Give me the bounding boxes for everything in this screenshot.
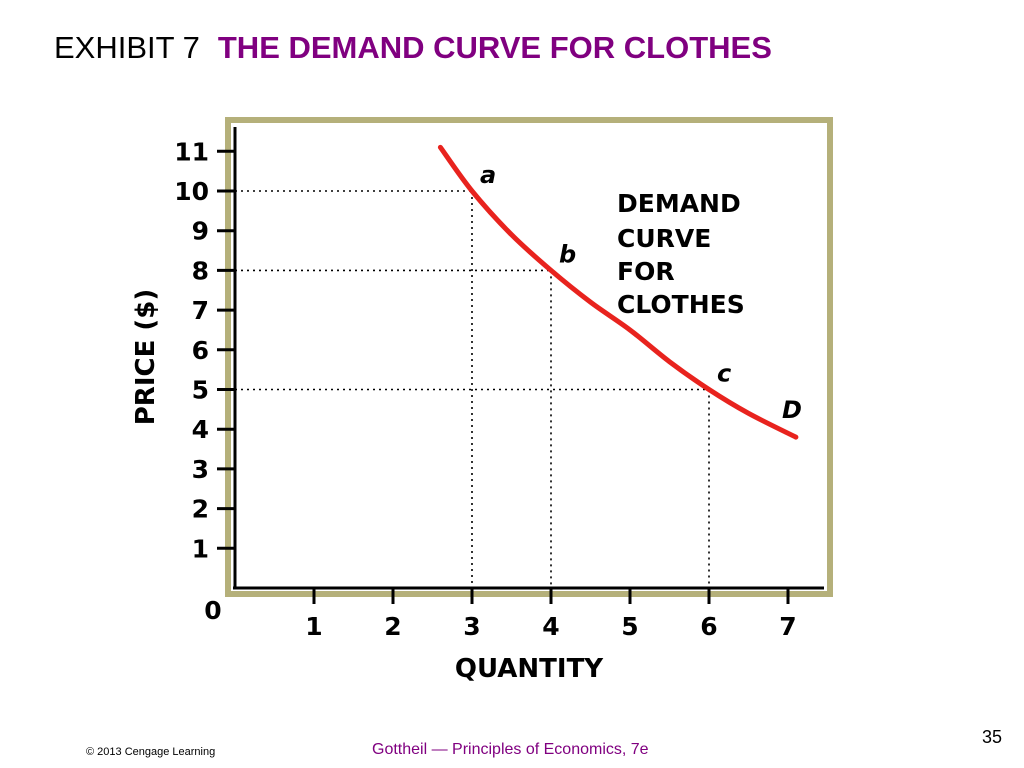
x-tick-label: 3 [463,612,480,641]
chart-axes [233,127,824,590]
y-tick-label: 11 [174,137,209,166]
x-tick-label: 1 [305,612,322,641]
y-ticks: 1 2 3 4 5 6 7 8 9 10 11 [174,137,235,563]
annotation-line-2: CURVE [617,224,711,253]
y-tick-label: 5 [192,376,209,405]
y-tick-label: 2 [192,495,209,524]
chart-annotation: DEMAND CURVE FOR CLOTHES [617,189,749,319]
x-tick-label: 2 [384,612,401,641]
y-axis-label: PRICE ($) [131,289,161,426]
y-tick-label: 4 [192,415,209,444]
x-ticks: 1 2 3 4 5 6 7 [305,588,797,641]
point-label-b: b [559,240,576,268]
x-tick-label: 6 [700,612,717,641]
y-tick-label: 7 [192,296,209,325]
y-tick-label: 3 [192,455,209,484]
annotation-line-1: DEMAND [617,189,741,218]
origin-label: 0 [204,596,221,625]
y-tick-label: 8 [192,256,209,285]
copyright-notice: © 2013 Cengage Learning [86,746,216,758]
point-labels: a b c [480,161,731,388]
slide-title: THE DEMAND CURVE FOR CLOTHES [217,30,772,65]
point-label-c: c [717,360,731,388]
slide-header: EXHIBIT 7 THE DEMAND CURVE FOR CLOTHES [54,30,772,66]
demand-curve-line [437,144,799,440]
annotation-line-4: CLOTHES [617,290,745,319]
x-tick-label: 4 [542,612,559,641]
guide-lines [235,190,710,588]
point-label-a: a [480,161,496,189]
y-tick-label: 6 [192,336,209,365]
chart-frame [225,117,833,597]
curve-label: D [782,396,802,424]
slide-number: 35 [982,727,1003,747]
exhibit-label: EXHIBIT 7 [54,30,200,65]
annotation-line-3: FOR [617,257,675,286]
y-tick-label: 9 [192,217,209,246]
y-tick-label: 1 [192,534,209,563]
x-axis-label: QUANTITY [455,654,604,684]
x-tick-label: 7 [779,612,796,641]
x-tick-label: 5 [621,612,638,641]
book-citation: Gottheil — Principles of Economics, 7e [372,741,649,758]
y-tick-label: 10 [174,177,209,206]
